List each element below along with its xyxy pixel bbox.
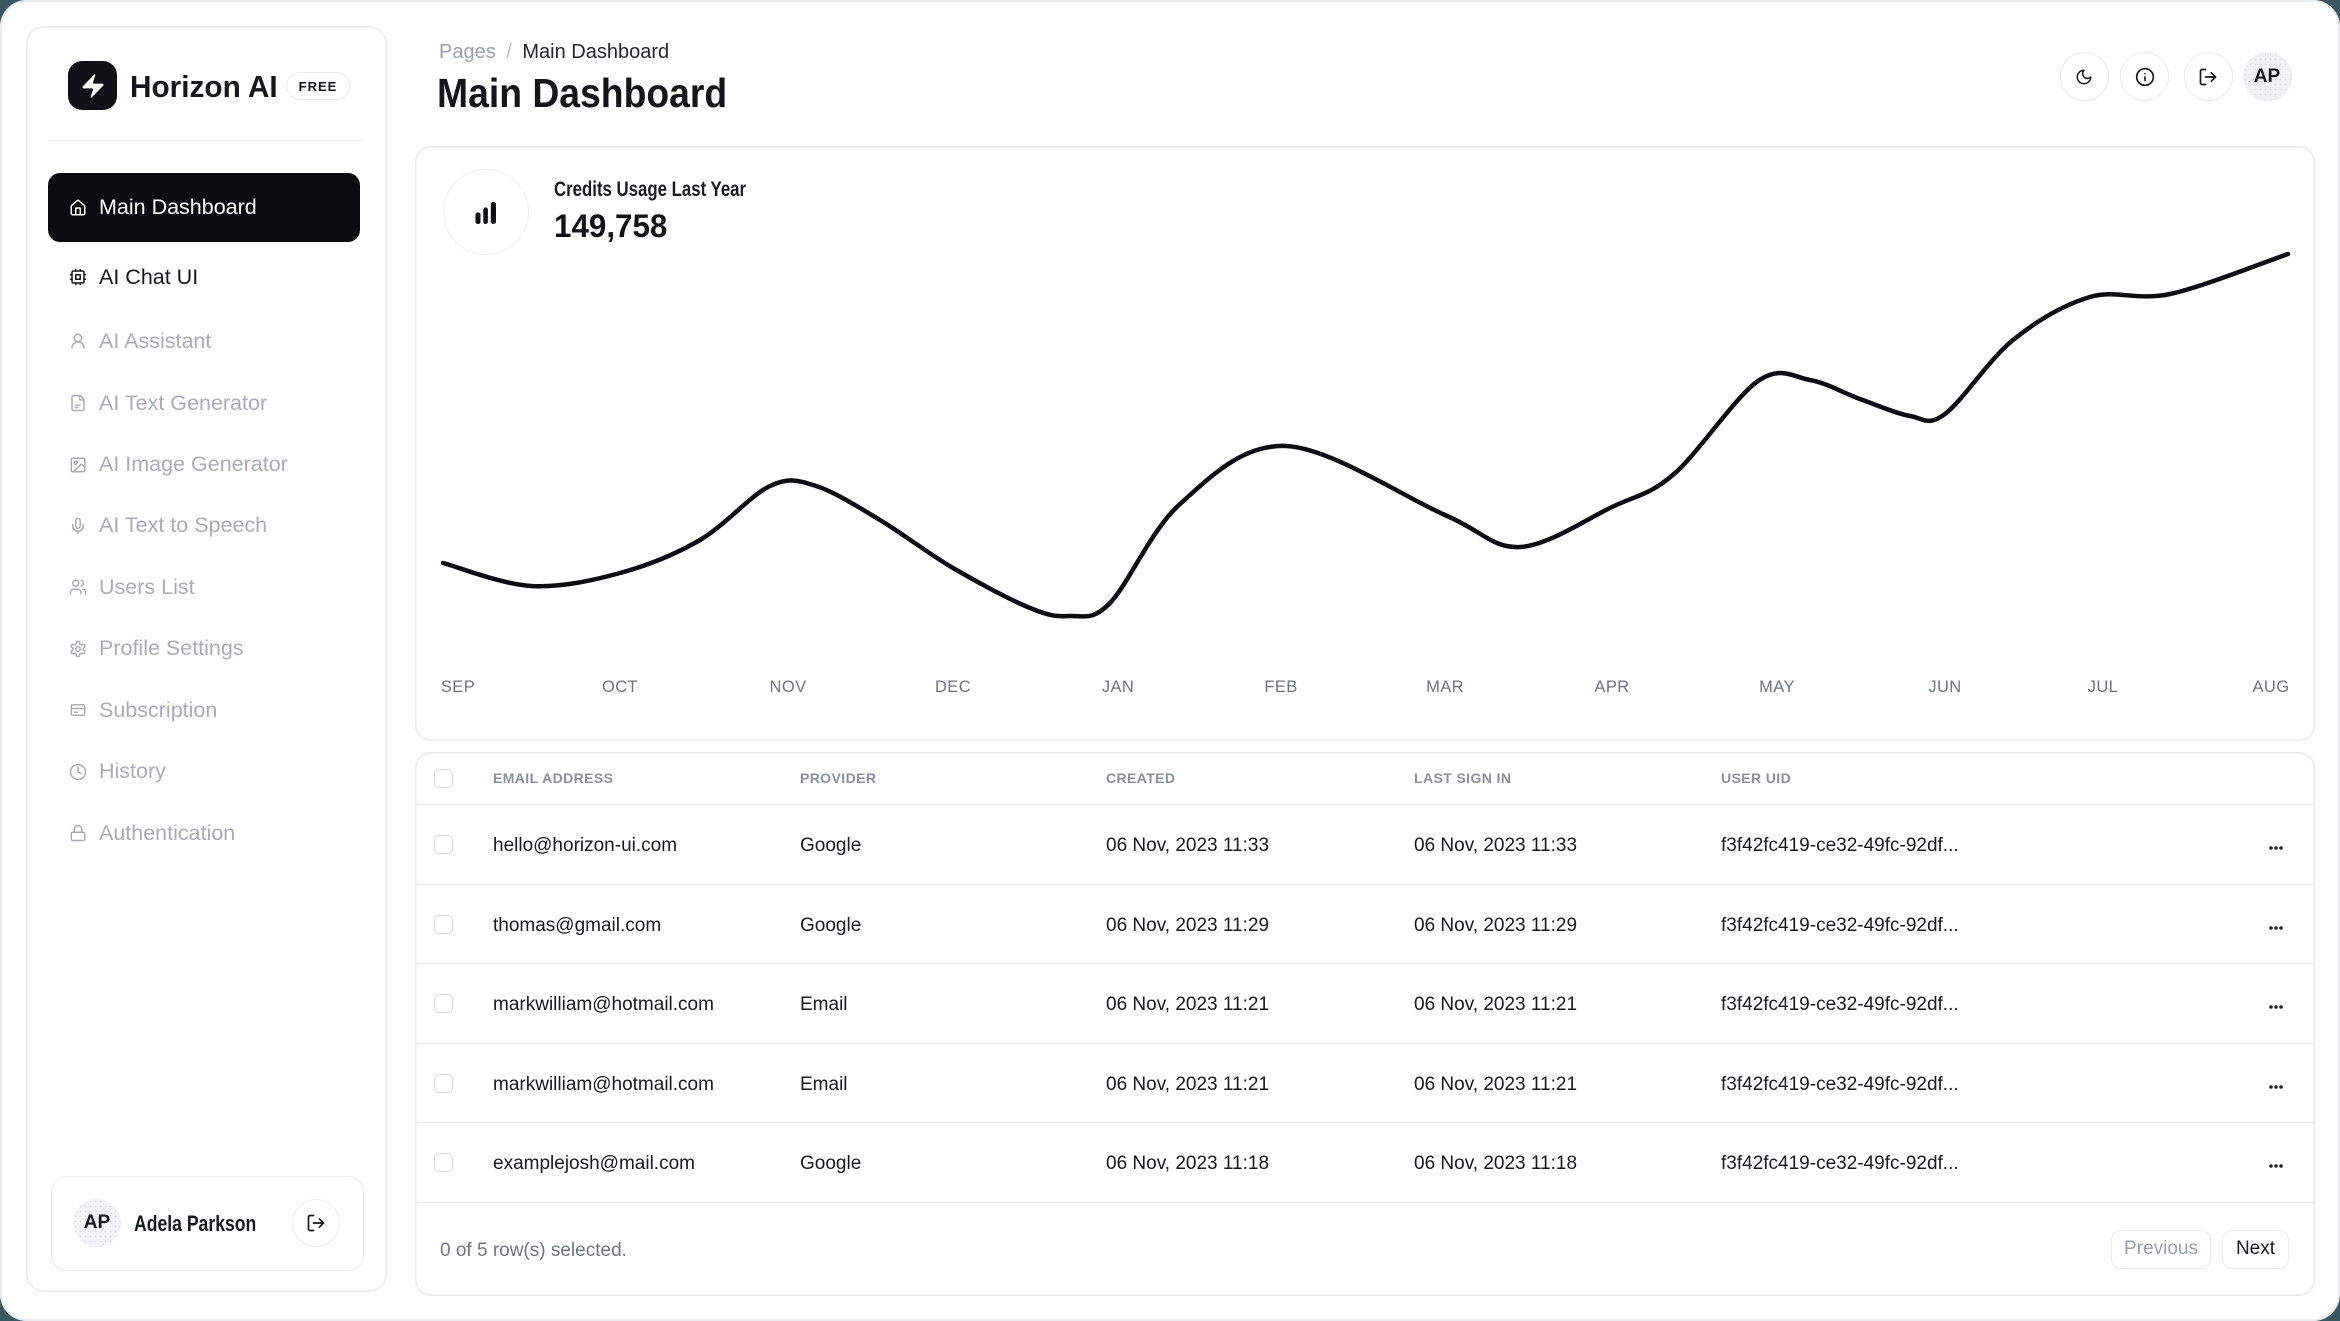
svg-text:MAY: MAY <box>1759 678 1795 696</box>
svg-text:FEB: FEB <box>1264 678 1297 696</box>
svg-text:OCT: OCT <box>602 678 638 696</box>
svg-text:MAR: MAR <box>1426 678 1464 696</box>
svg-text:JUN: JUN <box>1928 678 1961 696</box>
svg-text:APR: APR <box>1594 678 1629 696</box>
svg-text:NOV: NOV <box>770 678 807 696</box>
svg-text:DEC: DEC <box>935 678 971 696</box>
svg-text:JUL: JUL <box>2088 678 2119 696</box>
svg-text:JAN: JAN <box>1102 678 1134 696</box>
svg-text:SEP: SEP <box>441 678 475 696</box>
svg-text:AUG: AUG <box>2253 678 2290 696</box>
